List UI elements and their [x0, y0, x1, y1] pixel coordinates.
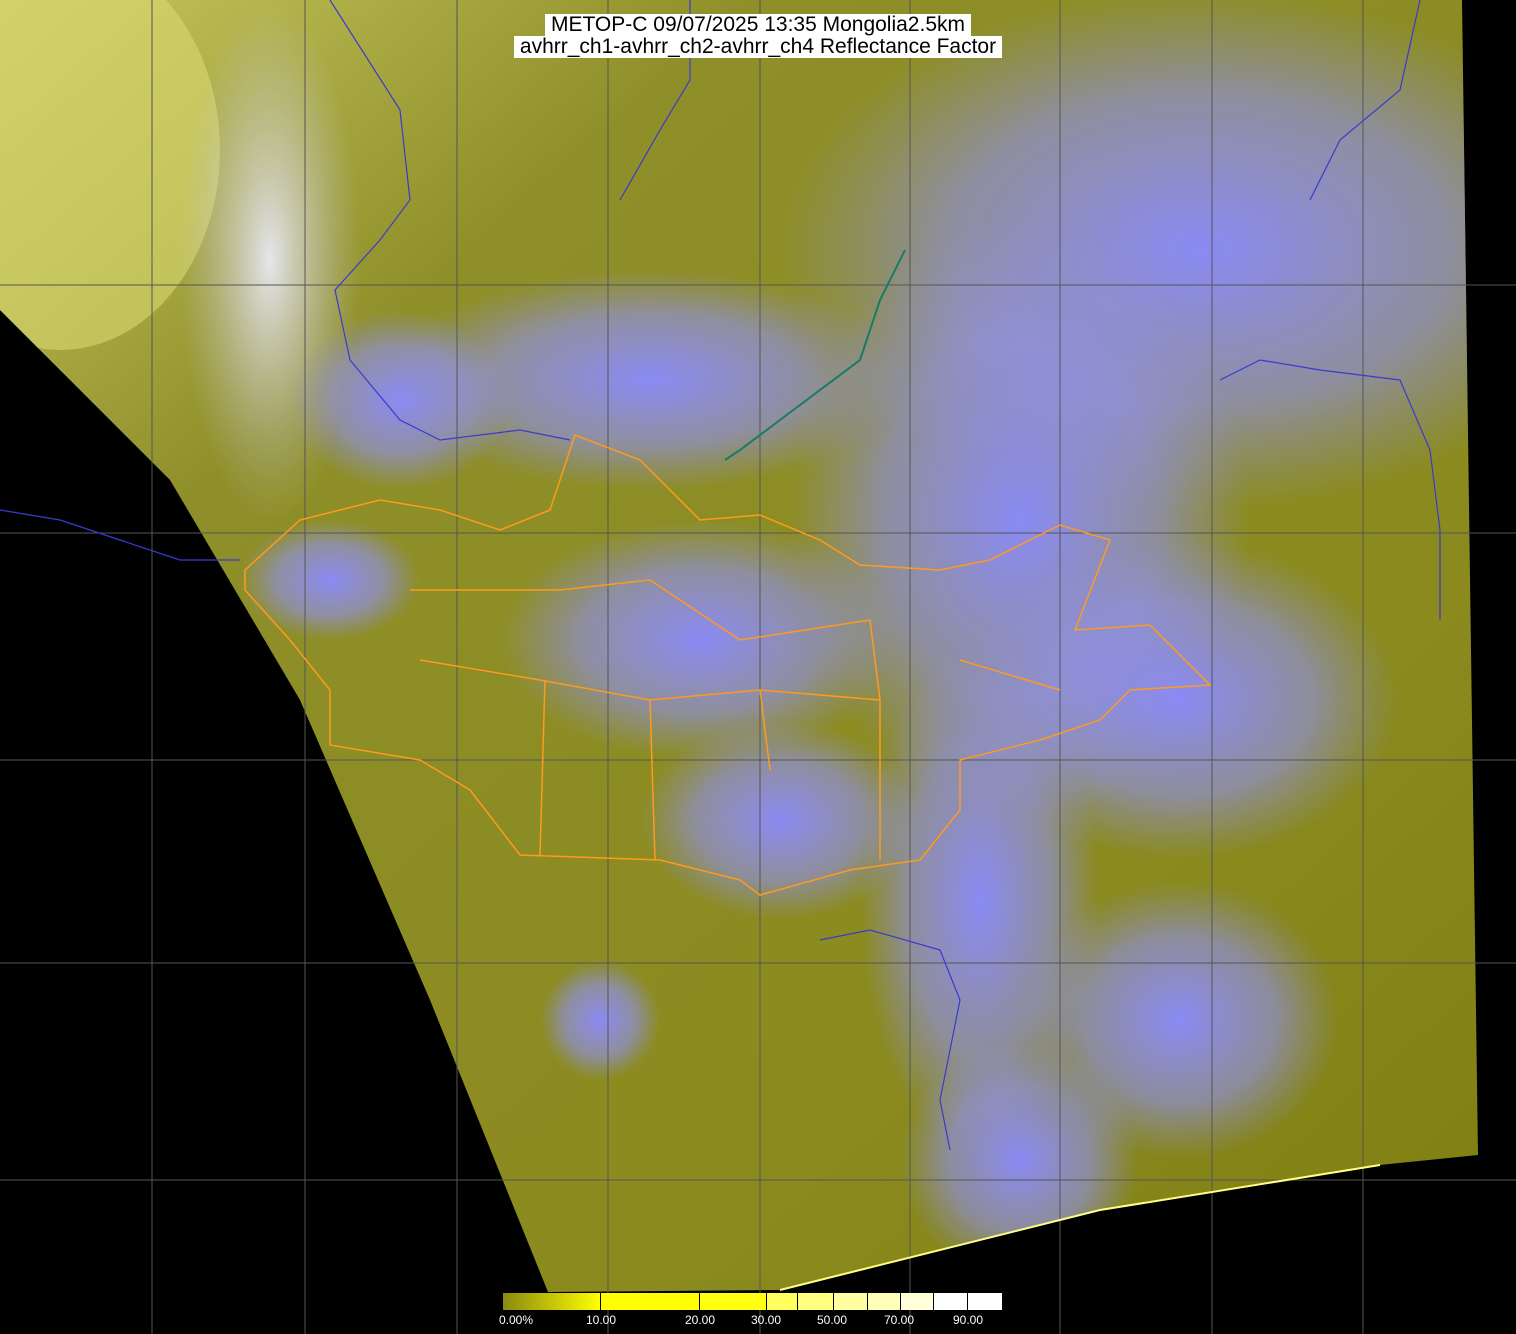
colorbar-tick: 90.00 [953, 1313, 984, 1327]
colorbar-segment [700, 1293, 767, 1310]
country-borders [0, 0, 1441, 1151]
title-line-1: METOP-C 09/07/2025 13:35 Mongolia2.5km [544, 14, 971, 36]
title-line-2: avhrr_ch1-avhrr_ch2-avhrr_ch4 Reflectanc… [513, 36, 1003, 58]
mongolia-border [244, 434, 1212, 896]
colorbar-segment [901, 1293, 934, 1310]
colorbar [503, 1293, 1013, 1310]
title-block: METOP-C 09/07/2025 13:35 Mongolia2.5km a… [0, 14, 1516, 58]
colorbar-segment [968, 1293, 1003, 1310]
colorbar-tick: 20.00 [685, 1313, 716, 1327]
colorbar-segment [868, 1293, 901, 1310]
colorbar-segment [798, 1293, 834, 1310]
lake-baikal [724, 249, 906, 461]
colorbar-tick: 0.00% [499, 1313, 534, 1327]
colorbar-tick: 70.00 [884, 1313, 915, 1327]
colorbar-segment [767, 1293, 798, 1310]
colorbar-tick: 10.00 [586, 1313, 617, 1327]
colorbar-segment [503, 1293, 601, 1310]
colorbar-segment [934, 1293, 968, 1310]
colorbar-tick: 30.00 [751, 1313, 782, 1327]
colorbar-tick: 50.00 [817, 1313, 848, 1327]
swath-edge [779, 1164, 1381, 1291]
colorbar-segment [601, 1293, 700, 1310]
colorbar-segment [834, 1293, 868, 1310]
